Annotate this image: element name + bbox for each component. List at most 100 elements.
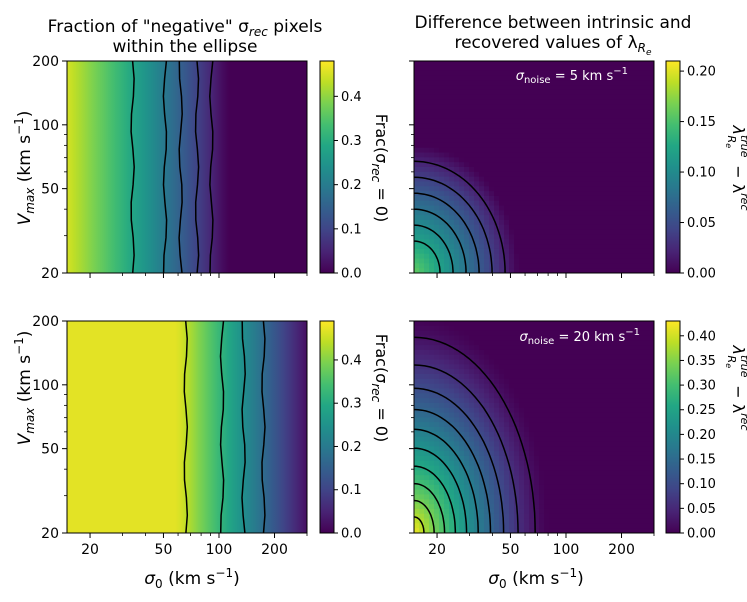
contour-line (241, 321, 246, 533)
heatmap-cell (554, 244, 560, 250)
heatmap-cell (539, 508, 545, 515)
heatmap-cell (419, 393, 425, 399)
heatmap-cell (579, 475, 585, 481)
heatmap-cell (479, 480, 485, 486)
heatmap-cell (634, 114, 640, 120)
heatmap-cell (549, 152, 555, 158)
heatmap-cell (414, 504, 420, 510)
heatmap-cell (504, 422, 510, 428)
heatmap-cell (604, 393, 610, 399)
heatmap-cell (584, 321, 590, 327)
contour-line (178, 61, 183, 273)
heatmap-cell (594, 325, 600, 332)
heatmap-cell (429, 70, 435, 77)
heatmap-cell (599, 268, 605, 273)
y-tick-label: 20 (41, 526, 59, 542)
heatmap-cell (509, 494, 515, 500)
heatmap-cell (429, 504, 435, 510)
heatmap-cell (474, 340, 480, 346)
contour-line (414, 408, 492, 533)
heatmap-cell (609, 359, 615, 365)
heatmap-cell (514, 123, 520, 130)
heatmap-cell (589, 186, 595, 192)
heatmap-cell (584, 109, 590, 115)
heatmap-cell (639, 215, 645, 221)
heatmap-cell (464, 480, 470, 486)
heatmap-cell (579, 248, 585, 255)
heatmap-cell (579, 85, 585, 91)
heatmap-cell (419, 244, 425, 250)
heatmap-cell (424, 215, 430, 221)
heatmap-cell (459, 210, 465, 216)
heatmap-cell (474, 499, 480, 505)
heatmap-cell (454, 441, 460, 447)
heatmap-cell (534, 181, 540, 187)
heatmap-cell (644, 114, 650, 120)
heatmap-cell (494, 123, 500, 130)
heatmap-cell (534, 268, 540, 273)
heatmap-cell (619, 118, 625, 125)
heatmap-cell (534, 80, 540, 86)
heatmap-cell (634, 200, 640, 207)
heatmap-cell (609, 383, 615, 390)
heatmap-cell (599, 215, 605, 221)
heatmap-cell (614, 234, 620, 240)
heatmap-cell (549, 80, 555, 86)
heatmap-cell (629, 431, 635, 438)
heatmap-cell (494, 484, 500, 491)
heatmap-cell (529, 528, 535, 533)
heatmap-cell (499, 417, 505, 423)
heatmap-cell (624, 441, 630, 447)
heatmap-cell (549, 349, 555, 356)
heatmap-cell (569, 427, 575, 433)
colorbar-gradient (665, 320, 681, 534)
heatmap-cell (554, 147, 560, 154)
heatmap-cell (619, 85, 625, 91)
heatmap-cell (519, 513, 525, 520)
heatmap-cell (459, 263, 465, 269)
heatmap-cell (569, 354, 575, 361)
heatmap-cell (579, 80, 585, 86)
heatmap-cell (624, 85, 630, 91)
heatmap-cell (629, 460, 635, 467)
heatmap-cell (629, 325, 635, 332)
heatmap-cell (489, 224, 495, 231)
heatmap-cell (469, 215, 475, 221)
heatmap-cell (524, 518, 530, 524)
heatmap-cell (539, 354, 545, 361)
heatmap-cell (599, 147, 605, 154)
heatmap-cell (419, 162, 425, 168)
heatmap-cell (519, 480, 525, 486)
heatmap-cell (629, 210, 635, 216)
heatmap-cell (609, 402, 615, 409)
heatmap-cell (504, 200, 510, 207)
heatmap-cell (639, 220, 645, 226)
heatmap-cell (564, 513, 570, 520)
heatmap-cell (644, 268, 650, 273)
heatmap-cell (434, 70, 440, 77)
heatmap-cell (559, 162, 565, 168)
heatmap-cell (624, 499, 630, 505)
heatmap-cell (614, 480, 620, 486)
heatmap-cell (609, 263, 615, 269)
heatmap-cell (564, 335, 570, 341)
heatmap-cell (444, 253, 450, 260)
heatmap-cell (544, 171, 550, 178)
heatmap-cell (559, 398, 565, 404)
heatmap-cell (504, 489, 510, 496)
heatmap-cell (564, 138, 570, 144)
heatmap-cell (629, 451, 635, 457)
heatmap-cell (454, 258, 460, 264)
heatmap-cell (604, 210, 610, 216)
heatmap-cell (514, 239, 520, 245)
heatmap-cell (439, 224, 445, 231)
heatmap-cell (614, 200, 620, 207)
heatmap-cell (609, 176, 615, 183)
heatmap-cell (434, 451, 440, 457)
heatmap-cell (419, 133, 425, 139)
axes-frame (413, 60, 655, 274)
heatmap-cell (619, 417, 625, 423)
heatmap-cell (624, 465, 630, 471)
heatmap-cell (609, 104, 615, 110)
heatmap-cell (504, 186, 510, 192)
